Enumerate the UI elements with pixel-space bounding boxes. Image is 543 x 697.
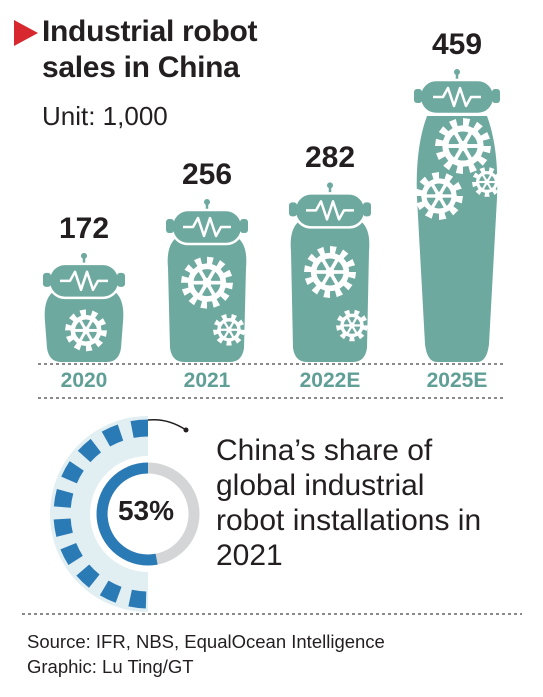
year-label-2022E: 2022E <box>299 369 361 392</box>
source-credit: Source: IFR, NBS, EqualOcean Intelligenc… <box>27 631 385 652</box>
year-label-2021: 2021 <box>183 369 231 392</box>
title-arrow-icon <box>14 20 38 46</box>
pulse-line-icon <box>183 216 231 238</box>
pulse-line-icon <box>60 270 108 292</box>
robot-bar-chart <box>38 69 505 399</box>
robot-bar-2020 <box>43 252 125 362</box>
gear-icon <box>435 118 491 174</box>
chart-title-line2: sales in China <box>42 51 240 84</box>
year-label-2020: 2020 <box>60 369 108 392</box>
share-donut-chart <box>50 416 200 612</box>
gear-icon <box>65 309 107 352</box>
donut-tick-ring <box>53 419 149 609</box>
value-label-2021: 256 <box>181 158 233 192</box>
share-description: China’s share of global industrial robot… <box>216 433 536 573</box>
year-label-2025E: 2025E <box>426 369 488 392</box>
gear-icon <box>336 309 368 342</box>
value-label-2022E: 282 <box>304 141 356 175</box>
pointer-line <box>147 418 187 431</box>
robot-bar-2022E <box>289 182 371 362</box>
gear-icon <box>213 314 245 346</box>
robot-bar-2021 <box>166 199 248 362</box>
chart-title: Industrial robot sales in China <box>42 14 342 86</box>
pulse-line-icon <box>433 86 481 108</box>
gear-icon <box>472 167 502 197</box>
share-description-line4: 2021 <box>216 539 283 572</box>
robot-bar-2025E <box>414 69 502 362</box>
share-description-line3: robot installations in <box>216 504 482 537</box>
pulse-line-icon <box>306 200 354 221</box>
robot-bars <box>43 69 502 362</box>
share-description-line1: China’s share of <box>216 434 433 467</box>
donut-share-arc <box>96 462 158 566</box>
share-description-line2: global industrial <box>216 469 425 502</box>
gear-icon <box>415 172 463 220</box>
gear-icon <box>304 246 356 298</box>
graphic-credit: Graphic: Lu Ting/GT <box>27 656 194 677</box>
unit-label: Unit: 1,000 <box>42 101 168 131</box>
gear-icon <box>181 256 233 309</box>
chart-title-line1: Industrial robot <box>42 15 258 48</box>
value-label-2020: 172 <box>58 211 110 245</box>
footer-divider <box>22 613 522 615</box>
value-label-2025E: 459 <box>431 28 483 61</box>
share-percent-label: 53% <box>117 495 175 526</box>
